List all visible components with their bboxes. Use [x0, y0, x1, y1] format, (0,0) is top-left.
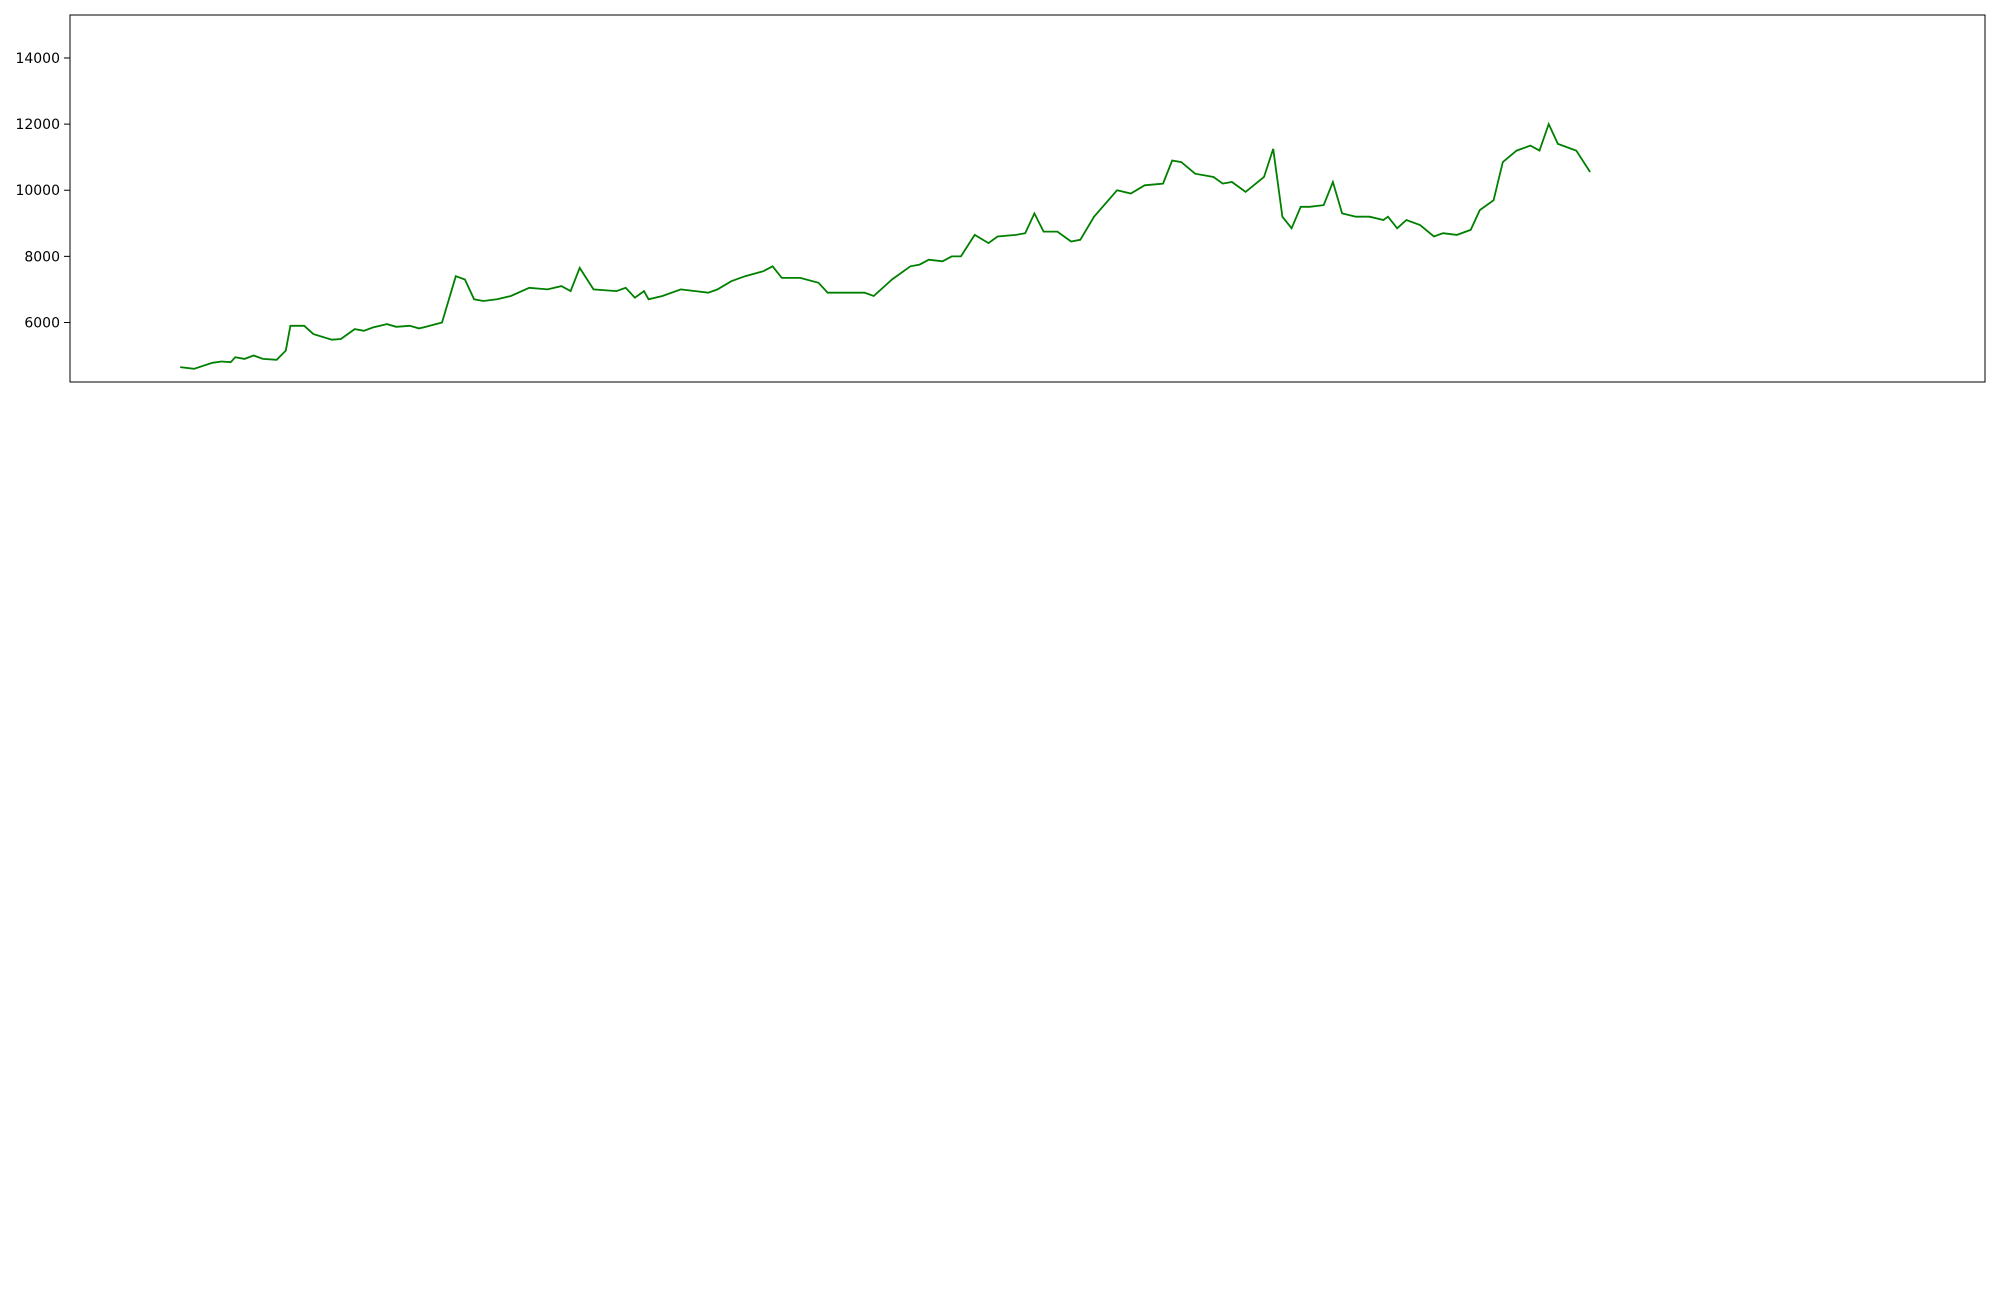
price-ytick-label: 8000 [24, 249, 60, 265]
price-ytick-label: 6000 [24, 315, 60, 331]
price-panel: 6000 8000 10000 12000 14000 [15, 14, 1986, 383]
price-line [180, 121, 1591, 370]
price-frame [69, 14, 1986, 383]
price-ytick-label: 10000 [15, 183, 60, 199]
price-ytick-label: 12000 [15, 117, 60, 133]
price-ytick-label: 14000 [15, 51, 60, 67]
